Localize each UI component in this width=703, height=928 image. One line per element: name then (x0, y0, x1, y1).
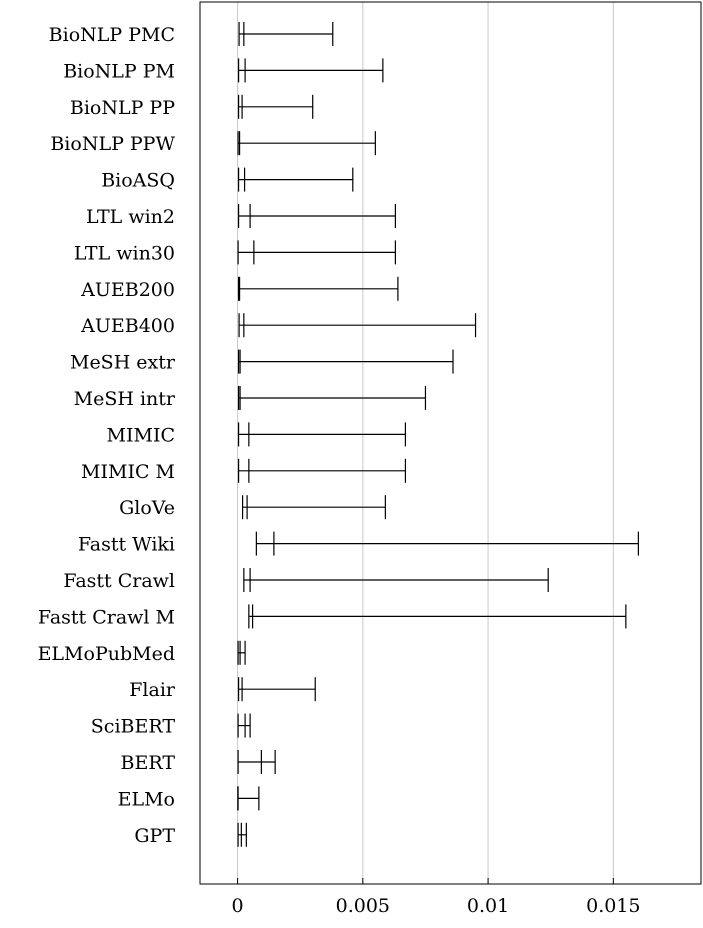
error-bar (237, 349, 454, 374)
error-bar (237, 458, 407, 483)
category-label: MeSH extr (70, 352, 176, 374)
error-bar (237, 58, 384, 83)
category-label: AUEB400 (80, 315, 175, 337)
category-label: Fastt Crawl M (38, 606, 175, 628)
category-label: ELMoPubMed (38, 643, 175, 665)
category-label: Fastt Wiki (78, 534, 175, 556)
category-label: BioASQ (101, 170, 175, 192)
error-bar (237, 640, 246, 665)
category-label: Fastt Crawl (63, 570, 175, 592)
category-label: MIMIC (107, 424, 175, 446)
grid-lines (237, 2, 614, 884)
x-axis-ticks: 0 0.005 0.01 0.015 (232, 878, 641, 917)
error-bar (237, 204, 396, 228)
error-bar (237, 822, 247, 847)
plot-frame (199, 1, 702, 885)
category-label: BioNLP PMC (49, 24, 175, 46)
category-label: SciBERT (91, 716, 176, 738)
error-bar (237, 677, 316, 702)
error-bar (237, 750, 276, 774)
x-tick-label: 0.015 (586, 895, 640, 917)
category-label: ELMo (118, 788, 175, 810)
error-bar (237, 131, 376, 156)
error-bar (237, 240, 396, 265)
category-label: BERT (121, 752, 176, 774)
category-label: BioNLP PM (63, 60, 175, 82)
error-bar (237, 713, 251, 738)
error-bar (237, 422, 407, 447)
error-bar (241, 495, 386, 520)
error-bar (238, 313, 477, 338)
category-label: LTL win2 (86, 206, 175, 228)
error-bar (237, 94, 314, 119)
category-label: GPT (134, 825, 175, 847)
category-label: MeSH intr (74, 388, 176, 410)
error-bar (237, 276, 399, 301)
error-bar (243, 568, 549, 592)
error-bar (237, 386, 427, 410)
category-label: BioNLP PP (70, 97, 175, 119)
category-labels: BioNLP PMC BioNLP PM BioNLP PP BioNLP PPW Bi… (38, 24, 176, 847)
category-label: LTL win30 (74, 242, 175, 264)
error-bars (237, 22, 639, 847)
error-bar (237, 167, 354, 192)
error-bar (255, 531, 639, 556)
category-label: AUEB200 (80, 279, 175, 301)
category-label: BioNLP PPW (50, 133, 175, 155)
category-label: MIMIC M (81, 461, 175, 483)
category-label: GloVe (119, 497, 175, 519)
error-bar (238, 22, 334, 46)
category-label: Flair (129, 679, 176, 701)
error-bar (248, 604, 627, 629)
x-tick-label: 0 (232, 895, 244, 917)
x-tick-label: 0.01 (467, 895, 509, 917)
x-tick-label: 0.005 (336, 895, 390, 917)
error-bar (237, 786, 260, 811)
